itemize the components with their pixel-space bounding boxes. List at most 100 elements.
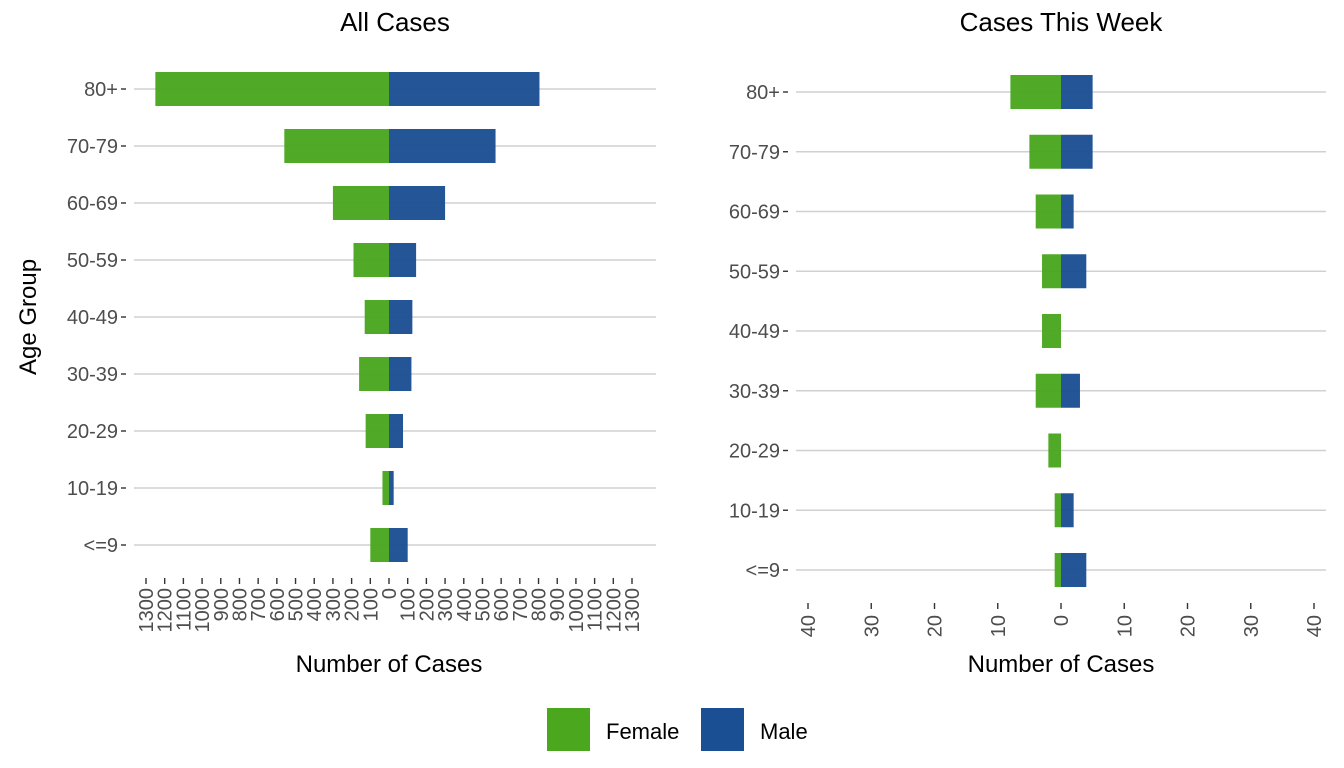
x-tick-label-16: 300 (435, 588, 457, 621)
y-tick-label-10-19: 10-19 (67, 478, 118, 500)
bar-male-80plus (389, 72, 540, 106)
x-tick-label-21: 800 (529, 588, 551, 621)
panel-all-cases: All Cases 80+ 70-79 60-69 50-59 40-49 30-39 20-… (15, 7, 656, 678)
legend-key-female (547, 708, 590, 751)
bar-female-70-79 (284, 129, 389, 163)
bar-male-10-19 (1061, 493, 1074, 528)
x-tick-label-18: 500 (472, 588, 494, 621)
chart-title: All Cases (340, 7, 450, 37)
y-tick-label-50-59: 50-59 (67, 250, 118, 272)
x-tick-label-3: 1000 (192, 588, 214, 633)
x-tick-label-1: 1200 (155, 588, 177, 633)
y-tick-label-70-79: 70-79 (67, 136, 118, 158)
bar-female-le9 (370, 528, 389, 562)
x-axis-title: Number of Cases (968, 651, 1155, 678)
legend-label-female: Female (606, 719, 679, 744)
x-tick-label-3: 10 (988, 615, 1010, 637)
bar-male-70-79 (389, 129, 496, 163)
bar-female-60-69 (1035, 194, 1061, 229)
x-tick-label-6: 700 (248, 588, 270, 621)
y-tick-label-80plus: 80+ (84, 79, 118, 101)
bar-female-50-59 (353, 243, 389, 277)
x-tick-label-4: 900 (211, 588, 233, 621)
x-tick-label-2: 20 (925, 615, 947, 637)
legend-key-male (701, 708, 744, 751)
y-tick-label-50-59: 50-59 (729, 261, 780, 283)
bar-female-60-69 (332, 186, 389, 220)
x-tick-label-19: 600 (491, 588, 513, 621)
x-tick-label-11: 200 (342, 588, 364, 621)
bar-female-30-39 (1035, 373, 1061, 408)
bar-female-20-29 (365, 414, 389, 448)
x-tick-label-0: 40 (798, 615, 820, 637)
y-tick-label-60-69: 60-69 (729, 202, 780, 224)
bar-male-80plus (1061, 75, 1093, 109)
x-tick-label-17: 400 (454, 588, 476, 621)
x-tick-label-12: 100 (360, 588, 382, 621)
bar-female-30-39 (359, 357, 389, 391)
x-tick-label-6: 20 (1178, 615, 1200, 637)
bar-female-10-19 (382, 471, 389, 505)
bar-male-10-19 (389, 471, 394, 505)
y-tick-label-30-39: 30-39 (729, 381, 780, 403)
bar-female-40-49 (1042, 314, 1061, 348)
bar-male-60-69 (1061, 194, 1074, 229)
y-tick-label-le9: <=9 (84, 535, 118, 557)
bar-male-70-79 (1061, 134, 1093, 169)
x-tick-label-10: 300 (323, 588, 345, 621)
y-tick-label-20-29: 20-29 (729, 441, 780, 463)
bar-female-le9 (1054, 553, 1061, 587)
x-tick-label-0: 1300 (136, 588, 158, 633)
y-tick-label-40-49: 40-49 (67, 307, 118, 329)
bar-female-10-19 (1054, 493, 1061, 528)
y-axis-title: Age Group (15, 259, 42, 375)
x-tick-label-4: 0 (1051, 615, 1073, 626)
x-tick-label-14: 100 (398, 588, 420, 621)
panel-cases-this-week: Cases This Week 80+ 70-79 60-69 50-59 40-49 30… (729, 7, 1326, 678)
x-tick-label-7: 600 (267, 588, 289, 621)
x-tick-label-5: 10 (1114, 615, 1136, 637)
x-tick-label-24: 1100 (585, 588, 607, 631)
chart-title: Cases This Week (960, 7, 1164, 37)
bar-male-50-59 (389, 243, 417, 277)
x-tick-label-8: 40 (1304, 615, 1326, 637)
y-tick-label-40-49: 40-49 (729, 321, 780, 343)
y-tick-label-10-19: 10-19 (729, 500, 780, 522)
bar-female-20-29 (1048, 433, 1061, 468)
x-tick-label-7: 30 (1241, 615, 1263, 637)
bar-male-le9 (1061, 553, 1087, 587)
bar-male-20-29 (389, 414, 404, 448)
bar-male-60-69 (389, 186, 446, 220)
bar-female-80plus (1010, 75, 1061, 109)
y-tick-label-20-29: 20-29 (67, 421, 118, 443)
x-tick-label-8: 500 (286, 588, 308, 621)
bar-female-70-79 (1029, 134, 1061, 169)
bar-female-50-59 (1042, 254, 1061, 289)
bar-male-30-39 (1061, 373, 1080, 408)
x-tick-label-15: 200 (416, 588, 438, 621)
x-tick-label-25: 1200 (603, 588, 625, 633)
bar-female-40-49 (364, 300, 389, 334)
x-tick-label-2: 1100 (173, 588, 195, 631)
y-tick-label-le9: <=9 (746, 560, 780, 582)
bar-male-50-59 (1061, 254, 1087, 289)
bar-male-le9 (389, 528, 408, 562)
x-tick-label-20: 700 (510, 588, 532, 621)
y-tick-label-30-39: 30-39 (67, 364, 118, 386)
x-tick-label-26: 1300 (622, 588, 644, 633)
y-tick-label-70-79: 70-79 (729, 142, 780, 164)
y-tick-label-60-69: 60-69 (67, 193, 118, 215)
x-tick-label-22: 900 (547, 588, 569, 621)
bar-male-30-39 (389, 357, 412, 391)
x-tick-label-1: 30 (861, 615, 883, 637)
bar-female-80plus (155, 72, 389, 106)
x-tick-label-13: 0 (379, 588, 401, 599)
legend: Female Male (547, 708, 808, 751)
x-axis-title: Number of Cases (296, 651, 483, 678)
y-tick-label-80plus: 80+ (746, 82, 780, 104)
x-tick-label-9: 400 (304, 588, 326, 621)
x-tick-label-5: 800 (229, 588, 251, 621)
legend-label-male: Male (760, 719, 808, 744)
x-tick-label-23: 1000 (566, 588, 588, 633)
